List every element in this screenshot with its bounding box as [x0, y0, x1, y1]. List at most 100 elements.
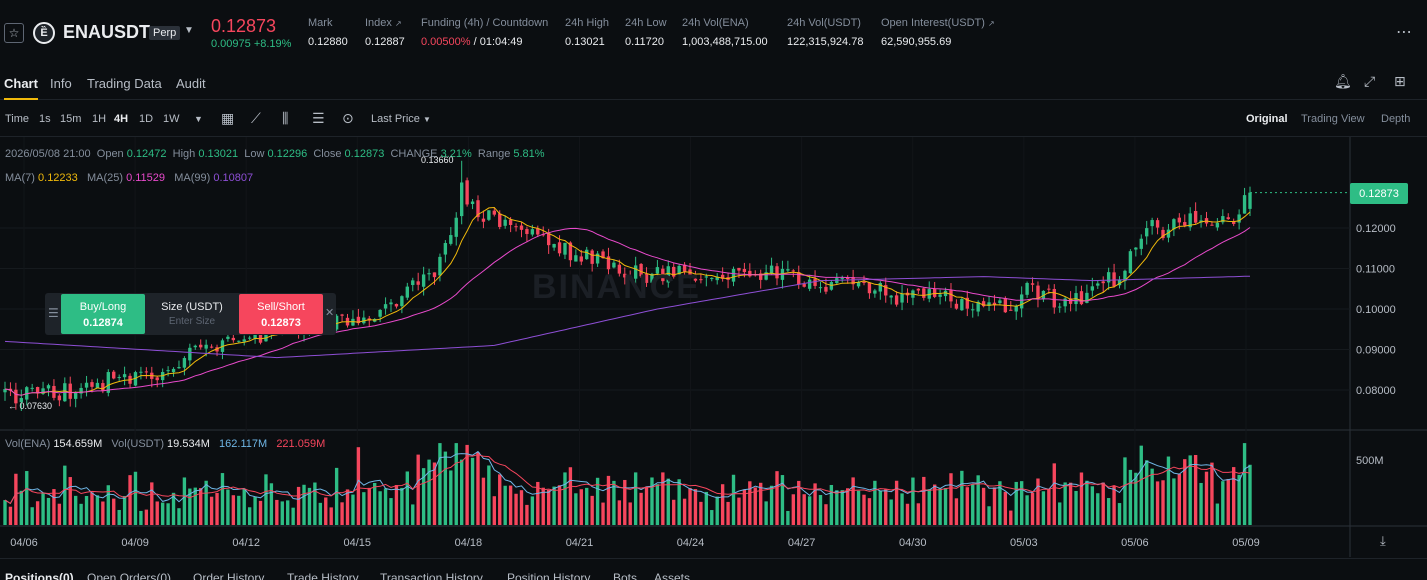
tab-trading-data[interactable]: Trading Data — [87, 76, 162, 91]
stat-value: 122,315,924.78 — [787, 36, 864, 48]
tab-info[interactable]: Info — [50, 76, 72, 91]
buy-long-button[interactable]: Buy/Long 0.12874 — [61, 294, 145, 334]
volume-bar — [57, 503, 62, 525]
candle-body — [971, 309, 975, 311]
candle-body — [595, 253, 600, 264]
drag-handle-icon[interactable]: ☰ — [48, 306, 59, 320]
volume-bar — [889, 499, 893, 525]
scale-reset-icon[interactable]: ⤓ — [1380, 533, 1386, 548]
candle-body — [1172, 219, 1176, 230]
candle-body — [682, 264, 687, 272]
stat-open-interest[interactable]: Open Interest(USDT) ↗ 62,590,955.69 — [881, 17, 995, 48]
candle-body — [95, 382, 100, 389]
size-input[interactable] — [152, 316, 232, 327]
volume-bar — [557, 485, 562, 525]
volume-bar — [797, 480, 801, 525]
target-icon[interactable]: ⊙ — [342, 110, 354, 126]
view-original[interactable]: Original — [1246, 113, 1288, 125]
ohlc-open-label: Open — [96, 148, 124, 160]
interval-15m[interactable]: 15m — [60, 113, 82, 125]
symbol-name[interactable]: ENAUSDT — [63, 22, 151, 42]
candle-body — [666, 266, 670, 283]
candle-body — [922, 288, 926, 298]
view-trading-view[interactable]: Trading View — [1301, 113, 1365, 125]
volume-bar — [1237, 474, 1241, 525]
stat-index[interactable]: Index ↗ 0.12887 — [365, 17, 405, 48]
volume-bar — [487, 465, 491, 525]
volume-bar — [894, 480, 899, 525]
volume-bar — [650, 477, 654, 525]
view-depth[interactable]: Depth — [1381, 113, 1411, 125]
tab-position-history[interactable]: Position History — [507, 571, 591, 580]
volume-bar — [1232, 467, 1236, 525]
chevron-down-icon[interactable]: ▼ — [184, 25, 194, 36]
candle-body — [481, 218, 486, 222]
fullscreen-icon[interactable]: ⤢ — [1364, 73, 1376, 89]
interval-4h[interactable]: 4H — [114, 113, 129, 125]
interval-1s[interactable]: 1s — [39, 113, 51, 125]
volume-bar — [1166, 456, 1171, 525]
candle-type-icon[interactable]: ⫼ — [282, 110, 289, 126]
volume-bar — [530, 496, 535, 525]
tab-positions[interactable]: Positions(0) — [5, 571, 74, 580]
interval-more-caret-icon[interactable]: ▼ — [194, 114, 203, 124]
sell-short-button[interactable]: Sell/Short 0.12873 — [239, 294, 323, 334]
tab-chart[interactable]: Chart — [4, 76, 38, 100]
interval-1w[interactable]: 1W — [163, 113, 180, 125]
candle-body — [764, 272, 768, 280]
candle-body — [884, 285, 888, 296]
tab-assets[interactable]: Assets — [654, 571, 691, 580]
settings-list-icon[interactable]: ☰ — [312, 110, 325, 126]
volume-bar — [1014, 481, 1018, 525]
candle-body — [525, 229, 529, 234]
more-options-icon[interactable]: ⋯ — [1396, 24, 1413, 41]
candle-body — [492, 210, 496, 215]
volume-bar — [166, 503, 170, 525]
volume-bar — [639, 492, 643, 525]
volume-bar — [470, 457, 475, 525]
volume-bar — [269, 483, 274, 525]
candle-body — [916, 288, 921, 291]
volume-bar — [199, 488, 203, 525]
candle-body — [498, 213, 502, 227]
volume-bar — [112, 498, 116, 525]
favorite-star-icon[interactable]: ☆ — [4, 23, 24, 43]
tab-order-history[interactable]: Order History — [193, 571, 265, 580]
volume-bar — [633, 472, 638, 525]
interval-time[interactable]: Time — [5, 113, 30, 125]
candle-body — [155, 377, 159, 381]
interval-1h[interactable]: 1H — [92, 113, 107, 125]
tab-trade-history[interactable]: Trade History — [287, 571, 359, 580]
tab-transaction-history[interactable]: Transaction History — [380, 571, 483, 580]
candle-body — [383, 304, 388, 309]
volume-bar — [215, 492, 219, 525]
calendar-icon[interactable]: ▦ — [221, 110, 235, 126]
volume-bar — [302, 484, 306, 525]
volume-bar — [927, 489, 931, 525]
indicator-icon[interactable]: ⟋ — [251, 110, 261, 126]
volume-bar — [916, 503, 921, 525]
candle-body — [737, 267, 741, 271]
change-pct: +8.19% — [253, 38, 292, 50]
tab-bots[interactable]: Bots — [613, 571, 638, 580]
tab-audit[interactable]: Audit — [176, 76, 206, 91]
interval-1d[interactable]: 1D — [139, 113, 154, 125]
volume-bar — [884, 489, 888, 525]
candlestick-chart[interactable]: 0.12000 0.11000 0.10000 0.09000 0.08000 500M 0… — [0, 137, 1427, 558]
volume-bar — [296, 486, 301, 525]
tab-open-orders[interactable]: Open Orders(0) — [87, 571, 172, 580]
candle-body — [824, 286, 828, 292]
close-icon[interactable]: ✕ — [325, 307, 335, 319]
candle-body — [748, 270, 752, 277]
bell-icon[interactable]: 🔔︎ — [1334, 73, 1352, 89]
candle-body — [960, 299, 964, 311]
candle-body — [101, 383, 105, 391]
price-type-select[interactable]: Last Price ▼ — [371, 113, 431, 125]
ma25-line — [4, 227, 1251, 396]
candle-body — [226, 336, 230, 339]
volume-bar — [389, 498, 393, 525]
layout-grid-icon[interactable]: ⊞ — [1394, 73, 1406, 89]
volume-bar — [873, 480, 877, 525]
volume-bar — [1106, 498, 1111, 525]
candle-body — [57, 395, 62, 401]
